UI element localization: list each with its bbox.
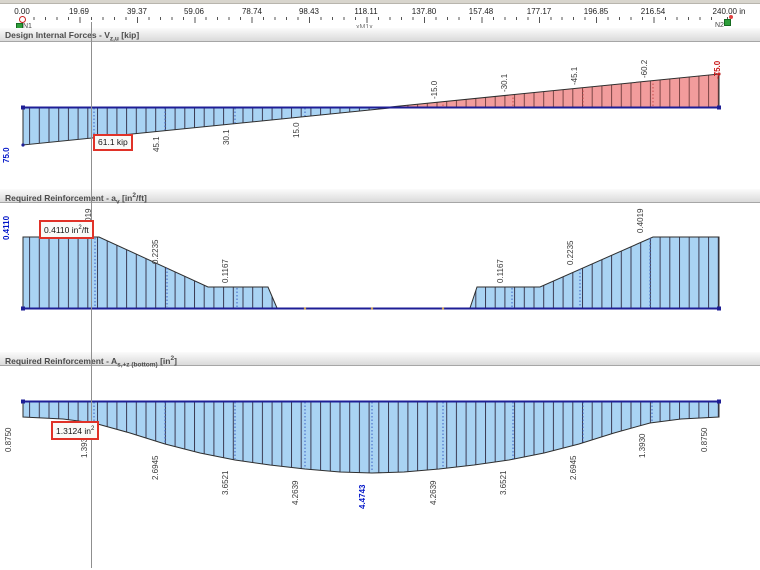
ruler-major-ticks: [22, 17, 682, 23]
ruler-tick-label: 0.00: [14, 7, 30, 16]
diagram-value-label: 75.0: [2, 147, 11, 163]
section1-title-unit: [kip]: [118, 30, 140, 40]
diagram-value-label: 0.2235: [566, 240, 575, 265]
section2-title: Required Reinforcement - a: [5, 192, 116, 203]
section-header-shear-reinforcement: Required Reinforcement - av [in2/ft]: [0, 189, 760, 206]
diagram-value-label: 0.8750: [4, 427, 13, 452]
section3-title-sub: s,+z (bottom): [117, 361, 158, 369]
diagram-value-label: 0.4019: [636, 208, 645, 233]
diagram-value-label: 3.6521: [499, 470, 508, 495]
section2-title-unit2: /ft]: [136, 192, 147, 203]
section2-title-unit1: [in: [119, 192, 133, 203]
ruler-tick-label: 78.74: [241, 7, 263, 16]
ruler-tick-label: 137.80: [411, 7, 437, 16]
section3-title-unit2: ]: [174, 355, 177, 366]
ruler: 0.00 19.69 39.37 59.06 78.74 98.43 118.11 137.8…: [0, 4, 760, 31]
diagram-value-label: 0.1167: [221, 259, 230, 283]
diagram-value-label: 4.2639: [429, 480, 438, 505]
node-start-marker-icon: [19, 16, 26, 23]
diagram-value-label: -60.2: [640, 59, 649, 78]
ruler-tick-label: 98.43: [298, 7, 320, 16]
node-end-label: N2: [715, 22, 724, 29]
bottom-reinforcement-diagram: [21, 399, 721, 474]
diagram-value-label: 0.2235: [151, 239, 160, 264]
section2-title-sub: v: [116, 198, 120, 206]
diagram-value-label: 15.0: [292, 122, 301, 138]
diagram-value-label: 0.4110: [2, 215, 11, 240]
diagram-value-label: 4.2639: [291, 480, 300, 505]
section1-title: Design Internal Forces - V: [5, 30, 110, 40]
diagram-value-label: 30.1: [222, 129, 231, 145]
diagram-value-label: 0.8750: [700, 427, 709, 452]
shear-reinforcement-diagram: [21, 236, 721, 311]
diagram-value-label: 0.1167: [496, 259, 505, 283]
section-header-bottom-reinforcement: Required Reinforcement - As,+z (bottom) …: [0, 352, 760, 369]
flag-shear-text: 61.1 kip: [98, 137, 128, 147]
member-label: xM1x: [356, 24, 373, 31]
value-flag-av[interactable]: 0.4110 in2/ft: [39, 220, 94, 239]
section3-title-sup: 2: [170, 355, 175, 362]
section3-title: Required Reinforcement - A: [5, 355, 118, 366]
flag-av-sup: 2: [78, 225, 82, 231]
section-header-internal-forces: Design Internal Forces - Vz,u [kip]: [0, 28, 760, 43]
diagram-value-label: 2.6945: [151, 455, 160, 480]
flag-av-text: 0.4110 in: [44, 224, 79, 235]
diagram-value-label: -45.1: [570, 66, 579, 85]
cursor-position-line[interactable]: [91, 22, 92, 568]
ruler-tick-label: 19.69: [68, 7, 90, 16]
ruler-tick-label: 157.48: [468, 7, 494, 16]
ruler-tick-label: 118.11: [354, 7, 378, 16]
ruler-tick-label: 59.06: [183, 7, 205, 16]
ruler-tick-label: 39.37: [126, 7, 148, 16]
diagram-value-label: 2.6945: [569, 455, 578, 480]
ruler-tick-label: 240.00 in: [712, 7, 746, 16]
diagram-value-label: 4.4743: [358, 484, 367, 509]
value-flag-as[interactable]: 1.3124 in2: [51, 421, 100, 440]
ruler-tick-label: 177.17: [526, 7, 552, 16]
section2-title-sup: 2: [132, 192, 136, 199]
flag-av-unit: /ft: [81, 224, 89, 235]
diagram-value-label: -75.0: [713, 60, 722, 79]
value-flag-shear[interactable]: 61.1 kip: [93, 134, 133, 151]
window-top-border: [0, 0, 760, 4]
ruler-tick-label: 216.54: [640, 7, 666, 16]
node-end-support-icon: [724, 19, 731, 26]
ruler-tick-label: 196.85: [583, 7, 609, 16]
diagram-value-label: 45.1: [152, 136, 161, 152]
node-end-marker-icon: [729, 15, 733, 19]
diagram-value-label: 3.6521: [221, 470, 230, 495]
section1-title-sub: z,u: [109, 35, 119, 43]
section3-title-unit1: [in: [157, 355, 171, 366]
node-start-label: N1: [23, 23, 32, 30]
diagram-value-label: 1.3930: [638, 433, 647, 458]
diagram-value-label: -30.1: [500, 73, 509, 92]
flag-as-sup: 2: [90, 426, 95, 432]
flag-as-text: 1.3124 in: [56, 425, 91, 436]
diagram-value-label: -15.0: [430, 80, 439, 99]
